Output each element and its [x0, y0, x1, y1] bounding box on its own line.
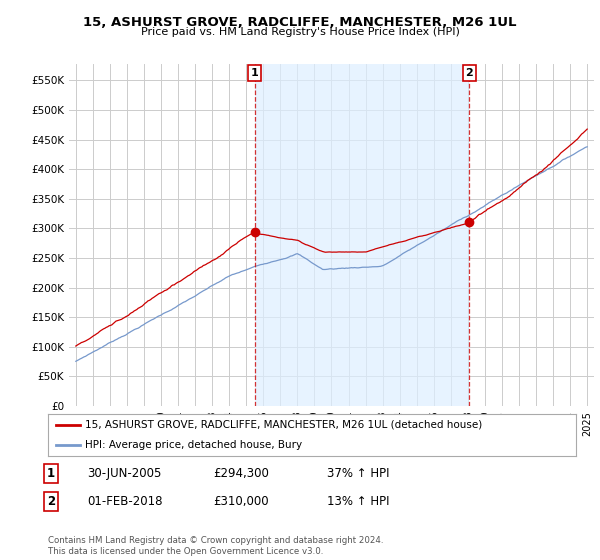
Text: 01-FEB-2018: 01-FEB-2018 — [87, 494, 163, 508]
Bar — [255, 64, 469, 406]
Text: £294,300: £294,300 — [213, 466, 269, 480]
Text: £310,000: £310,000 — [213, 494, 269, 508]
Text: 1: 1 — [251, 68, 259, 78]
Text: HPI: Average price, detached house, Bury: HPI: Average price, detached house, Bury — [85, 440, 302, 450]
Text: 13% ↑ HPI: 13% ↑ HPI — [327, 494, 389, 508]
Text: Contains HM Land Registry data © Crown copyright and database right 2024.
This d: Contains HM Land Registry data © Crown c… — [48, 536, 383, 556]
Text: 30-JUN-2005: 30-JUN-2005 — [87, 466, 161, 480]
Text: 2: 2 — [466, 68, 473, 78]
Text: 15, ASHURST GROVE, RADCLIFFE, MANCHESTER, M26 1UL (detached house): 15, ASHURST GROVE, RADCLIFFE, MANCHESTER… — [85, 420, 482, 430]
Text: Price paid vs. HM Land Registry's House Price Index (HPI): Price paid vs. HM Land Registry's House … — [140, 27, 460, 37]
Text: 1: 1 — [47, 466, 55, 480]
Text: 37% ↑ HPI: 37% ↑ HPI — [327, 466, 389, 480]
Text: 15, ASHURST GROVE, RADCLIFFE, MANCHESTER, M26 1UL: 15, ASHURST GROVE, RADCLIFFE, MANCHESTER… — [83, 16, 517, 29]
Text: 2: 2 — [47, 494, 55, 508]
